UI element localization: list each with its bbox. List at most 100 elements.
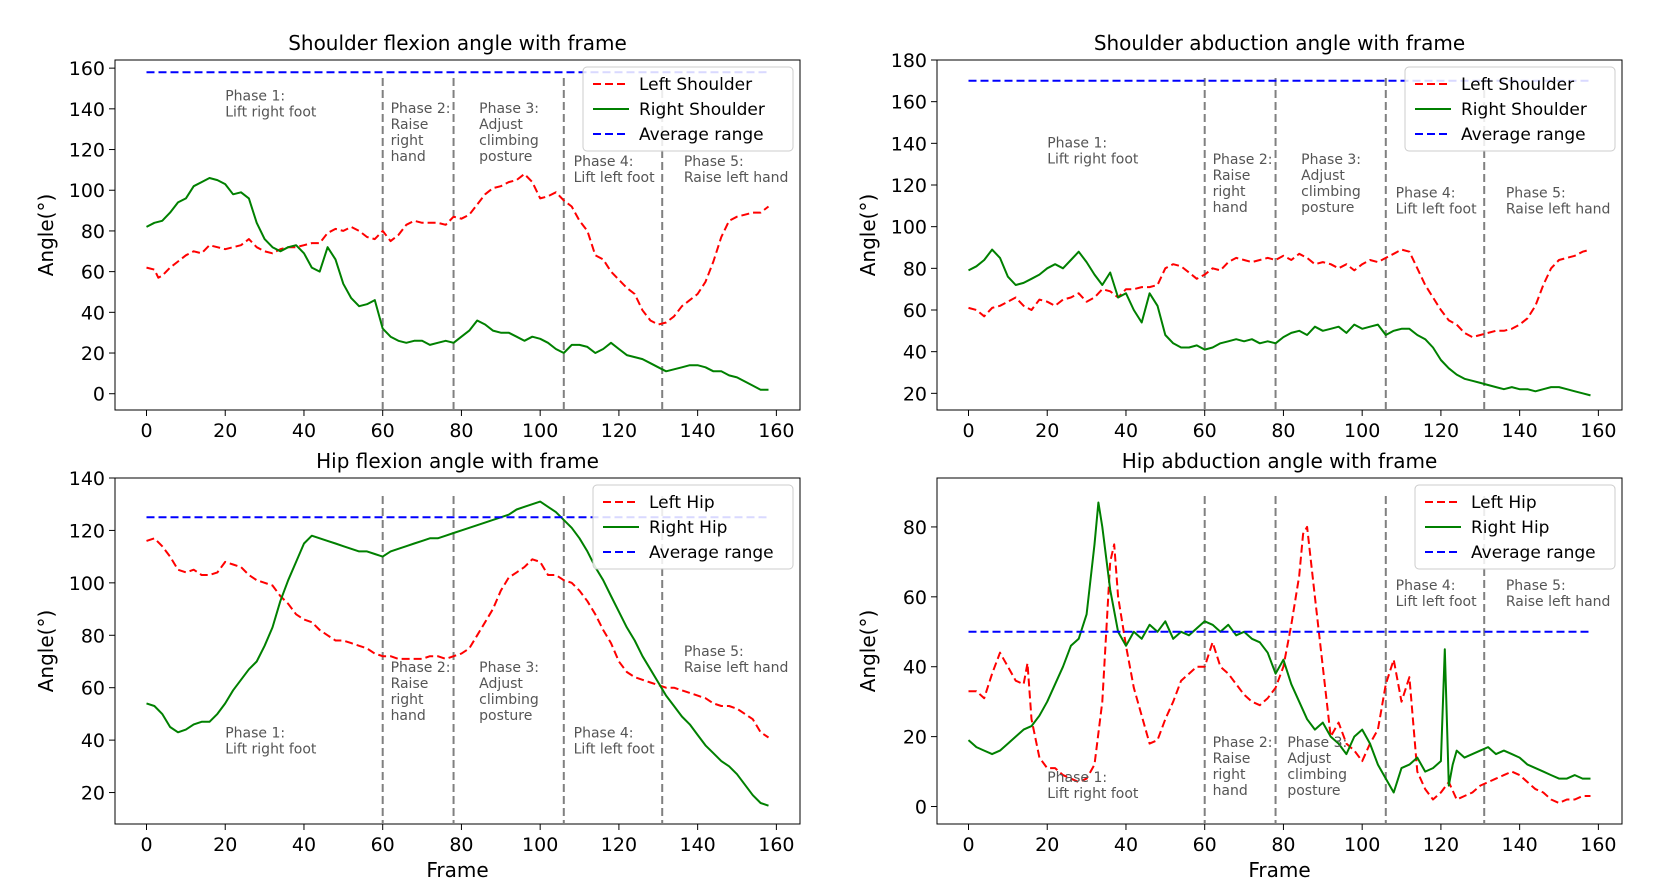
phase-label-1: Phase 1: Lift right foot: [1047, 136, 1139, 168]
y-tick-label: 120: [69, 520, 105, 542]
phase-label-2: Phase 2: Raise right hand: [1213, 152, 1273, 216]
y-tick-label: 20: [903, 727, 927, 749]
phase-label-5: Phase 5: Raise left hand: [684, 644, 789, 676]
y-tick-label: 80: [903, 258, 927, 280]
chart-panel-3: Hip flexion angle with frame 0 20 40 60 80 100…: [34, 449, 801, 882]
x-tick-label: 120: [1423, 834, 1459, 856]
legend-label-right-shoulder: Right Shoulder: [1461, 100, 1587, 120]
legend-label-right-hip: Right Hip: [1471, 518, 1549, 538]
x-tick-label: 40: [292, 834, 316, 856]
chart-title: Shoulder flexion angle with frame: [288, 31, 627, 55]
phase-label-2: Phase 2: Raise right hand: [391, 101, 451, 165]
x-tick-label: 100: [522, 834, 558, 856]
x-tick-label: 140: [1502, 420, 1538, 442]
y-tick-label: 100: [69, 573, 105, 595]
y-tick-label: 60: [903, 587, 927, 609]
legend-label-average-range: Average range: [639, 125, 764, 145]
legend: Left Hip Right Hip Average range: [1414, 484, 1616, 570]
y-tick-label: 40: [903, 342, 927, 364]
x-tick-label: 80: [1271, 420, 1295, 442]
y-tick-label: 40: [81, 302, 105, 324]
x-tick-label: 20: [1035, 834, 1059, 856]
y-tick-label: 160: [891, 92, 927, 114]
phase-label-3: Phase 3: Adjust climbing posture: [1301, 152, 1361, 216]
series-line-right-hip: [146, 500, 769, 807]
y-tick-label: 80: [903, 517, 927, 539]
legend-label-average-range: Average range: [649, 543, 774, 563]
x-axis-label: Frame: [426, 858, 488, 882]
series-line-left-hip: [146, 537, 770, 739]
y-tick-label: 20: [81, 783, 105, 805]
phase-label-5: Phase 5: Raise left hand: [684, 154, 789, 186]
x-tick-label: 140: [680, 834, 716, 856]
y-tick-label: 100: [891, 217, 927, 239]
phase-label-3: Phase 3: Adjust climbing posture: [479, 101, 539, 165]
x-axis-label: Frame: [1248, 858, 1310, 882]
x-tick-label: 60: [1193, 420, 1217, 442]
legend-label-left-hip: Left Hip: [1471, 493, 1537, 513]
phase-label-1: Phase 1: Lift right foot: [225, 726, 317, 758]
chart-panel-2: Shoulder abduction angle with frame 0 20 40…: [856, 31, 1623, 442]
legend-label-average-range: Average range: [1461, 125, 1586, 145]
chart-title: Hip flexion angle with frame: [316, 449, 599, 473]
x-tick-label: 160: [1580, 834, 1616, 856]
x-tick-label: 60: [371, 420, 395, 442]
series-line-right-shoulder: [146, 177, 769, 391]
y-tick-label: 0: [93, 384, 105, 406]
x-tick-label: 120: [1423, 420, 1459, 442]
x-tick-label: 20: [213, 834, 237, 856]
x-tick-label: 160: [758, 420, 794, 442]
phase-label-1: Phase 1: Lift right foot: [225, 89, 317, 121]
x-tick-label: 0: [140, 420, 152, 442]
x-tick-label: 140: [1502, 834, 1538, 856]
x-tick-label: 140: [680, 420, 716, 442]
x-tick-label: 80: [449, 834, 473, 856]
x-tick-label: 100: [1344, 420, 1380, 442]
legend-label-left-shoulder: Left Shoulder: [639, 75, 752, 95]
chart-panel-1: Shoulder flexion angle with frame 0 20 40 60…: [34, 31, 801, 442]
legend: Left Hip Right Hip Average range: [592, 484, 794, 570]
y-axis-label: Angle(°): [856, 194, 880, 277]
y-tick-label: 140: [69, 99, 105, 121]
y-tick-label: 40: [903, 657, 927, 679]
series-line-right-hip: [967, 501, 1591, 794]
y-axis-label: Angle(°): [856, 610, 880, 693]
y-tick-label: 120: [69, 140, 105, 162]
phase-label-4: Phase 4: Lift left foot: [1396, 186, 1477, 218]
y-tick-label: 20: [903, 383, 927, 405]
phase-label-2: Phase 2: Raise right hand: [391, 660, 451, 724]
y-tick-label: 60: [81, 262, 105, 284]
phase-label-2: Phase 2: Raise right hand: [1213, 735, 1273, 799]
legend-label-right-shoulder: Right Shoulder: [639, 100, 765, 120]
phase-label-5: Phase 5: Raise left hand: [1506, 578, 1611, 610]
x-tick-label: 40: [1114, 834, 1138, 856]
legend: Left Shoulder Right Shoulder Average range: [582, 66, 794, 152]
y-tick-label: 80: [81, 625, 105, 647]
x-tick-label: 0: [140, 834, 152, 856]
legend-label-right-hip: Right Hip: [649, 518, 727, 538]
x-tick-label: 20: [213, 420, 237, 442]
x-tick-label: 120: [601, 420, 637, 442]
legend-box: [582, 66, 794, 152]
x-tick-label: 160: [758, 834, 794, 856]
y-tick-label: 60: [903, 300, 927, 322]
chart-title: Hip abduction angle with frame: [1122, 449, 1438, 473]
phase-label-4: Phase 4: Lift left foot: [1396, 578, 1477, 610]
series-line-left-shoulder: [146, 173, 770, 326]
legend: Left Shoulder Right Shoulder Average range: [1404, 66, 1616, 152]
y-tick-label: 100: [69, 180, 105, 202]
x-tick-label: 40: [1114, 420, 1138, 442]
x-tick-label: 20: [1035, 420, 1059, 442]
legend-label-left-hip: Left Hip: [649, 493, 715, 513]
x-tick-label: 80: [1271, 834, 1295, 856]
x-tick-label: 160: [1580, 420, 1616, 442]
legend-box: [1404, 66, 1616, 152]
y-tick-label: 20: [81, 343, 105, 365]
y-tick-label: 80: [81, 221, 105, 243]
x-tick-label: 0: [962, 834, 974, 856]
series-line-left-hip: [968, 525, 1591, 804]
x-tick-label: 100: [522, 420, 558, 442]
series-line-left-shoulder: [968, 248, 1591, 339]
y-tick-label: 140: [69, 468, 105, 490]
